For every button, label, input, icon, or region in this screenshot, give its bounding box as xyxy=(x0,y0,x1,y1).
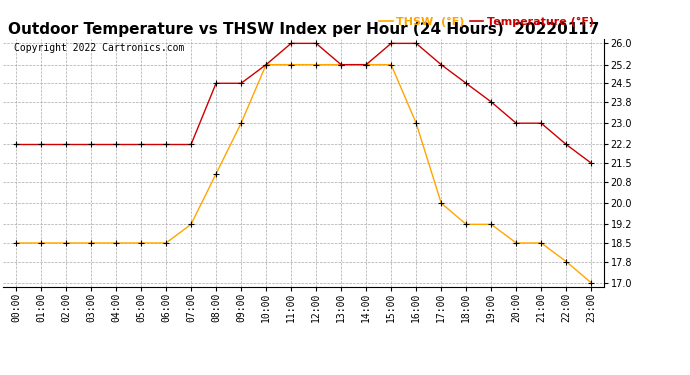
Legend: THSW  (°F), Temperature (°F): THSW (°F), Temperature (°F) xyxy=(375,13,598,32)
Title: Outdoor Temperature vs THSW Index per Hour (24 Hours)  20220117: Outdoor Temperature vs THSW Index per Ho… xyxy=(8,22,600,37)
Text: Copyright 2022 Cartronics.com: Copyright 2022 Cartronics.com xyxy=(14,43,184,53)
